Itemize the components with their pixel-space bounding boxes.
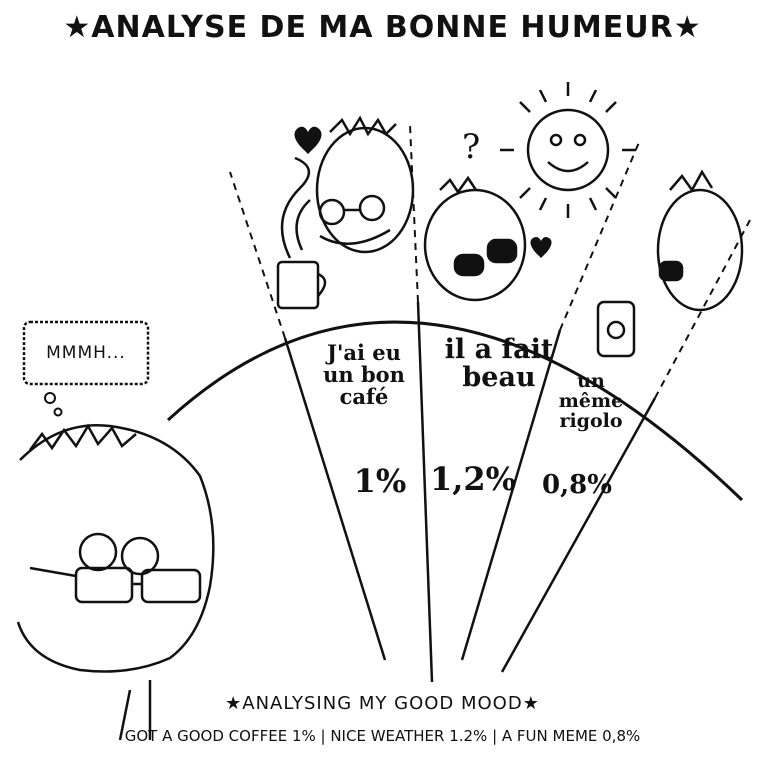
dash-1 [229,171,286,339]
speech-bubble-shape [22,320,150,386]
slice-value-meme: 0,8% [542,470,612,500]
wedge-line-2 [416,301,434,683]
author-character-drawing [16,423,215,741]
coffee-character-drawing [276,115,415,310]
sunglasses-character-drawing [423,175,527,302]
wedge-line-4 [500,397,657,673]
slice-value-coffee: 1% [353,462,407,500]
slice-label-line: café [339,384,389,410]
wedge-line-1 [283,337,387,661]
slice-label-line: un bon [323,362,405,388]
dash-2 [409,124,419,303]
subtitle: ★ANALYSING MY GOOD MOOD★ [225,693,540,714]
caption: GOT A GOOD COFFEE 1% | NICE WEATHER 1.2%… [124,727,641,745]
slice-label-line: même [558,389,624,412]
heart-icon [294,126,322,154]
wedge-line-3 [460,329,562,661]
slice-label-line: il a fait [444,334,554,365]
slice-label-line: rigolo [559,409,623,432]
sun-icon [500,82,636,218]
slice-label-line: J'ai eu [327,340,401,365]
slice-label-coffee: J'ai eu un bon café [318,340,410,410]
pie-outline [166,320,744,502]
speech-bubble-text: MMMH... [46,343,126,363]
dash-3 [559,139,641,331]
question-mark-icon: ? [462,127,480,167]
heart-icon-small [530,237,552,258]
page-title: ★ANALYSE DE MA BONNE HUMEUR★ [63,10,702,45]
slice-label-meme: un même rigolo [552,370,630,432]
slice-label-weather: il a fait beau [440,334,558,394]
slice-label-line: un [577,370,605,392]
slice-label-line: beau [462,362,536,394]
slice-value-weather: 1,2% [430,460,517,498]
phone-character-drawing [596,169,744,358]
thought-dot-1 [44,392,56,404]
thought-dot-2 [53,407,63,417]
